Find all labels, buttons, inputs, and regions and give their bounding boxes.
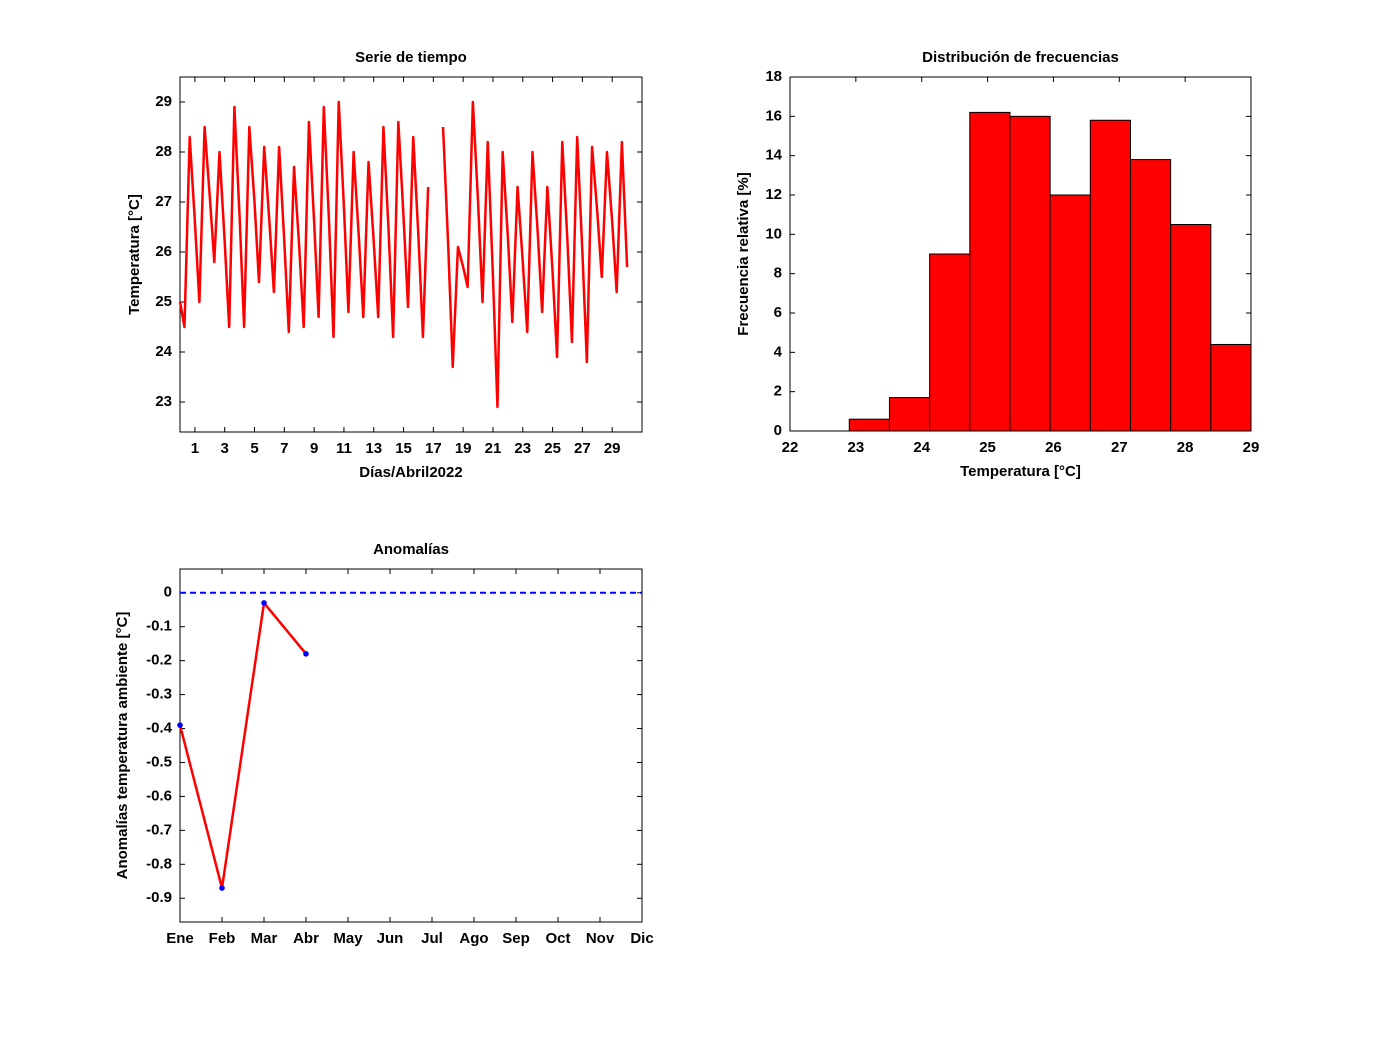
x-tick-label: Oct [545, 930, 570, 947]
y-tick-label: 14 [765, 147, 782, 164]
x-tick-label: Abr [293, 930, 319, 947]
y-tick-label: 0 [164, 584, 172, 601]
x-tick-label: 5 [250, 440, 258, 457]
x-tick-label: 26 [1045, 439, 1062, 456]
y-tick-label: -0.8 [146, 855, 172, 872]
data-line [178, 601, 307, 890]
x-tick-label: May [333, 930, 363, 947]
data-line [178, 100, 430, 339]
histogram-bar [1009, 115, 1051, 432]
y-tick-label: 26 [155, 243, 172, 260]
y-tick-label: 18 [765, 68, 782, 85]
y-tick-label: 8 [774, 265, 782, 282]
y-tick-label: 29 [155, 93, 172, 110]
y-tick-label: 24 [155, 343, 172, 360]
x-tick-label: 9 [310, 440, 318, 457]
data-point [177, 722, 183, 728]
x-tick-label: Jun [377, 930, 404, 947]
y-tick-label: 27 [155, 193, 172, 210]
y-tick-label: -0.9 [146, 889, 172, 906]
histogram-bar [1049, 194, 1091, 432]
y-tick-label: -0.7 [146, 821, 172, 838]
chart-title: Serie de tiempo [355, 49, 467, 66]
y-tick-label: 10 [765, 225, 782, 242]
y-tick-label: -0.3 [146, 686, 172, 703]
x-tick-label: 25 [544, 440, 561, 457]
x-tick-label: 11 [336, 440, 352, 457]
x-tick-label: Sep [502, 930, 530, 947]
x-tick-label: 23 [514, 440, 531, 457]
histogram-bar [969, 111, 1011, 432]
y-tick-label: 2 [774, 383, 782, 400]
y-axis-label: Anomalías temperatura ambiente [°C] [114, 612, 131, 880]
x-tick-label: Nov [586, 930, 615, 947]
x-tick-label: Ago [459, 930, 488, 947]
x-tick-label: Jul [421, 930, 443, 947]
y-tick-label: -0.4 [146, 719, 173, 736]
chart-title: Distribución de frecuencias [922, 49, 1119, 66]
data-point [303, 651, 309, 657]
x-axis-label: Temperatura [°C] [960, 463, 1081, 480]
x-tick-label: Mar [251, 930, 278, 947]
histogram-bar [888, 397, 931, 432]
x-tick-label: 21 [485, 440, 502, 457]
histogram-bar [1129, 159, 1172, 432]
y-tick-label: 28 [155, 143, 172, 160]
x-tick-label: 3 [221, 440, 229, 457]
y-tick-label: 4 [774, 343, 783, 360]
y-tick-label: -0.6 [146, 787, 172, 804]
x-tick-label: 7 [280, 440, 288, 457]
y-axis-label: Temperatura [°C] [126, 194, 143, 315]
x-axis-label: Días/Abril2022 [359, 464, 462, 481]
x-tick-label: 27 [1111, 439, 1128, 456]
data-line [441, 100, 629, 409]
histogram-bar [929, 253, 971, 432]
x-tick-label: Feb [209, 930, 236, 947]
x-tick-label: 22 [782, 439, 799, 456]
y-axis-label: Frecuencia relativa [%] [735, 172, 752, 335]
x-tick-label: 29 [1243, 439, 1260, 456]
chart-title: Anomalías [373, 541, 449, 558]
y-tick-label: 6 [774, 304, 782, 321]
histogram-bar [1210, 343, 1252, 432]
histogram-bar [848, 418, 890, 432]
histogram-bar [1170, 224, 1212, 432]
x-tick-label: 25 [979, 439, 996, 456]
x-tick-label: 23 [848, 439, 865, 456]
y-tick-label: 23 [155, 393, 172, 410]
y-tick-label: -0.1 [146, 618, 172, 635]
x-tick-label: 13 [365, 440, 382, 457]
x-tick-label: 15 [395, 440, 412, 457]
x-tick-label: 27 [574, 440, 591, 457]
x-tick-label: 19 [455, 440, 472, 457]
x-tick-label: 29 [604, 440, 621, 457]
x-tick-label: Dic [630, 930, 653, 947]
x-tick-label: 24 [913, 439, 930, 456]
y-tick-label: 12 [765, 186, 782, 203]
x-tick-label: 28 [1177, 439, 1194, 456]
histogram-bar [1089, 119, 1131, 432]
data-point [261, 600, 267, 606]
y-tick-label: 0 [774, 422, 782, 439]
plot-area [179, 568, 643, 923]
y-tick-label: 16 [765, 107, 782, 124]
y-tick-label: -0.2 [146, 652, 172, 669]
y-tick-label: 25 [155, 293, 172, 310]
x-tick-label: 1 [191, 440, 199, 457]
x-tick-label: 17 [425, 440, 442, 457]
data-point [219, 885, 225, 891]
y-tick-label: -0.5 [146, 753, 172, 770]
x-tick-label: Ene [166, 930, 194, 947]
